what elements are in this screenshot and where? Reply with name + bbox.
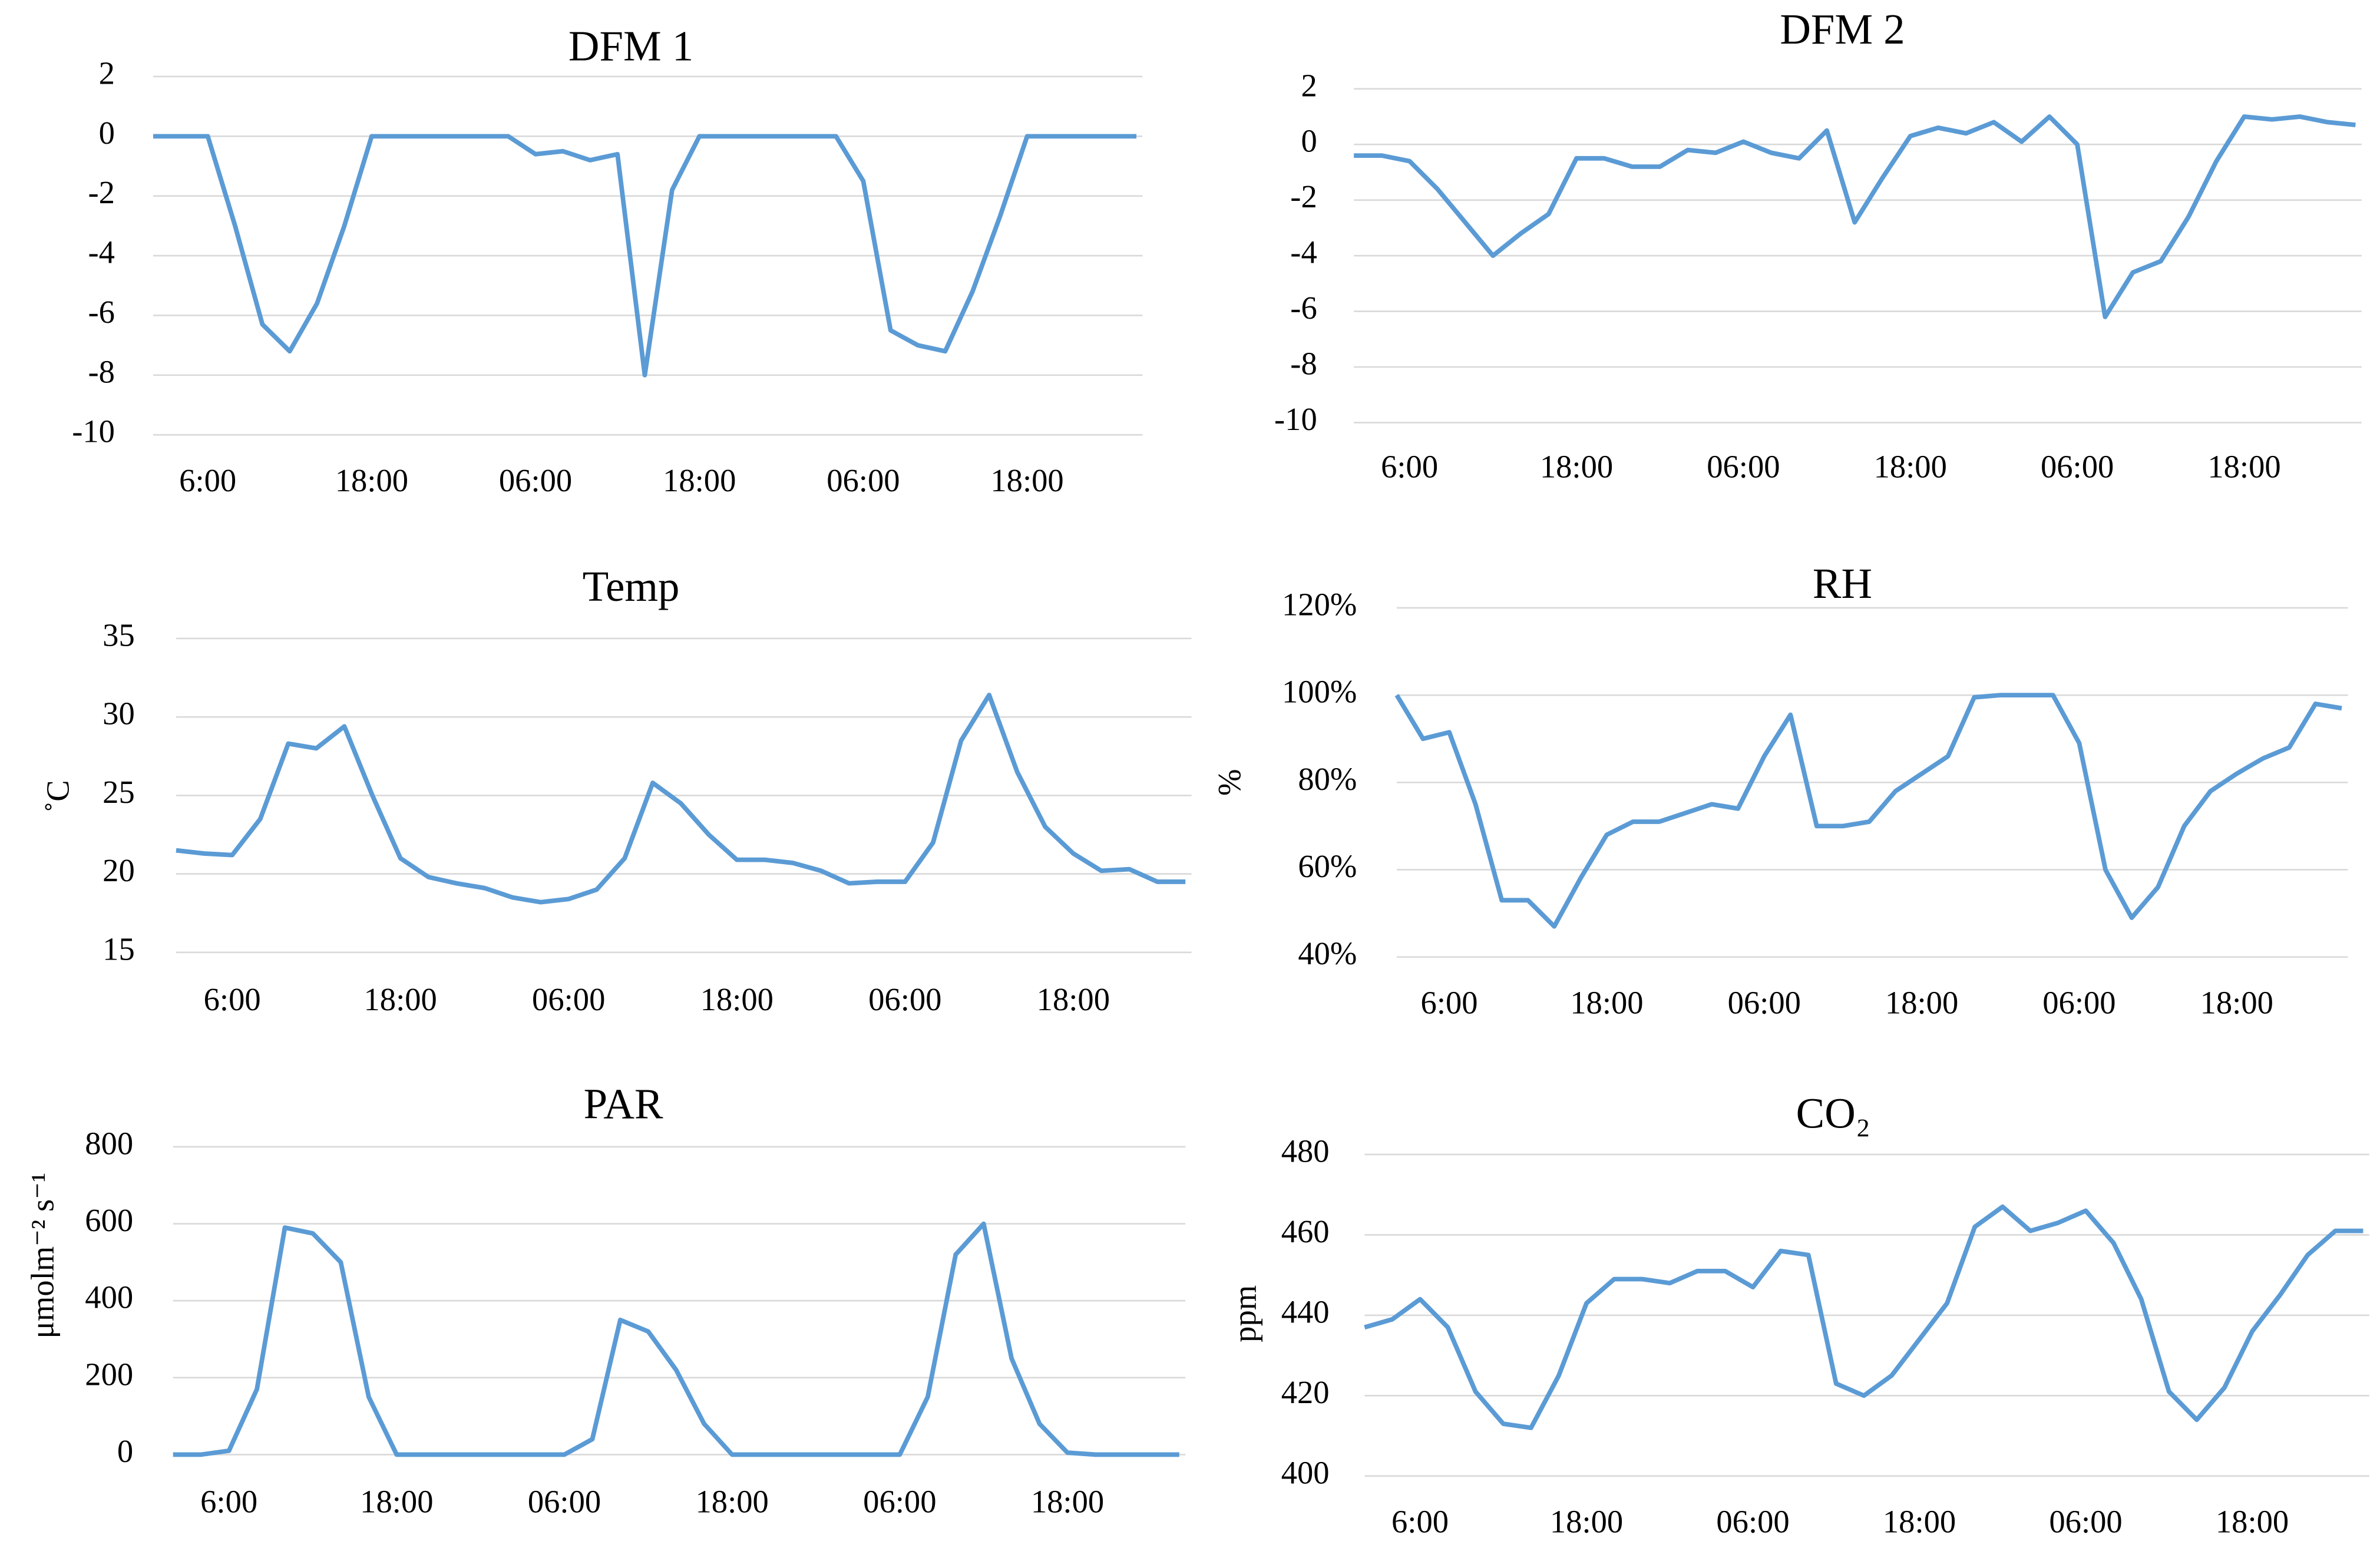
y-tick-label: 400 [85, 1279, 133, 1315]
x-tick-label: 06:00 [868, 981, 941, 1017]
chart-title: Temp [583, 563, 680, 610]
data-line [153, 134, 1137, 378]
x-tick-label: 06:00 [2041, 449, 2114, 485]
x-tick-label: 06:00 [2042, 984, 2115, 1020]
x-tick-label: 18:00 [364, 981, 437, 1017]
y-tick-label: -4 [88, 234, 115, 270]
x-tick-label: 6:00 [200, 1484, 257, 1520]
x-tick-label: 18:00 [1874, 449, 1947, 485]
x-tick-label: 18:00 [2207, 449, 2280, 485]
y-tick-label: -8 [88, 353, 115, 389]
y-tick-label: 0 [1301, 123, 1317, 159]
y-tick-label: 120% [1282, 586, 1357, 622]
x-tick-label: 18:00 [990, 462, 1063, 498]
x-tick-label: 18:00 [1883, 1504, 1956, 1540]
y-tick-label: -2 [88, 174, 115, 210]
data-line [1354, 114, 2356, 319]
x-tick-label: 06:00 [863, 1484, 936, 1520]
x-tick-label: 18:00 [1037, 981, 1110, 1017]
y-tick-label: 460 [1281, 1213, 1330, 1249]
chart-title: RH [1813, 560, 1872, 607]
y-tick-label: 0 [99, 115, 115, 151]
y-tick-label: -10 [72, 414, 115, 449]
x-tick-label: 18:00 [663, 462, 736, 498]
x-tick-label: 18:00 [1885, 984, 1958, 1020]
y-tick-label: -10 [1274, 401, 1317, 437]
x-tick-label: 18:00 [335, 462, 408, 498]
x-tick-label: 6:00 [179, 462, 236, 498]
x-tick-label: 6:00 [1391, 1504, 1449, 1540]
x-tick-label: 18:00 [360, 1484, 433, 1520]
y-tick-label: 480 [1281, 1133, 1330, 1169]
y-tick-label: 80% [1298, 761, 1357, 797]
y-tick-label: 40% [1298, 935, 1357, 971]
y-tick-label: -4 [1290, 234, 1317, 270]
x-tick-label: 18:00 [1570, 984, 1643, 1020]
y-tick-label: 30 [103, 696, 135, 732]
y-tick-label: -6 [88, 294, 115, 330]
y-tick-label: -2 [1290, 178, 1317, 214]
y-tick-label: 2 [99, 55, 115, 91]
x-tick-label: 18:00 [1540, 449, 1613, 485]
x-tick-label: 18:00 [700, 981, 774, 1017]
y-tick-label: 200 [85, 1356, 133, 1392]
y-tick-label: 20 [103, 852, 135, 888]
x-tick-label: 18:00 [696, 1484, 769, 1520]
x-tick-label: 6:00 [204, 981, 261, 1017]
y-tick-label: -8 [1290, 346, 1317, 382]
x-tick-label: 18:00 [1550, 1504, 1623, 1540]
x-tick-label: 06:00 [1716, 1504, 1789, 1540]
x-tick-label: 06:00 [528, 1484, 601, 1520]
x-tick-label: 18:00 [2216, 1504, 2289, 1540]
y-tick-label: 35 [103, 617, 135, 653]
y-tick-label: -6 [1290, 290, 1317, 326]
y-tick-label: 440 [1281, 1294, 1330, 1329]
chart-title: DFM 1 [568, 22, 693, 70]
x-tick-label: 06:00 [532, 981, 605, 1017]
x-tick-label: 18:00 [1031, 1484, 1104, 1520]
y-tick-label: 0 [117, 1433, 133, 1469]
data-line [176, 692, 1186, 905]
x-tick-label: 06:00 [2049, 1504, 2122, 1540]
y-tick-label: 420 [1281, 1374, 1330, 1410]
y-axis-label: μmolm⁻² s⁻¹ [25, 1173, 61, 1339]
x-tick-label: 6:00 [1381, 449, 1438, 485]
y-tick-label: 2 [1301, 67, 1317, 103]
x-tick-label: 06:00 [827, 462, 900, 498]
y-axis-label: ppm [1227, 1285, 1262, 1342]
x-tick-label: 06:00 [499, 462, 572, 498]
y-tick-label: 25 [103, 774, 135, 810]
data-line [173, 1221, 1179, 1457]
chart-title: CO₂ [1796, 1089, 1870, 1137]
y-tick-label: 600 [85, 1202, 133, 1238]
x-tick-label: 06:00 [1707, 449, 1780, 485]
data-line [1394, 693, 2342, 929]
y-axis-label: ˚C [40, 780, 76, 812]
y-tick-label: 400 [1281, 1454, 1330, 1490]
y-axis-label: % [1211, 769, 1247, 796]
y-tick-label: 60% [1298, 848, 1357, 884]
y-tick-label: 100% [1282, 674, 1357, 710]
chart-title: DFM 2 [1780, 5, 1905, 53]
x-tick-label: 6:00 [1421, 984, 1478, 1020]
y-tick-label: 15 [103, 931, 135, 967]
x-tick-label: 18:00 [2200, 984, 2273, 1020]
y-tick-label: 800 [85, 1125, 133, 1161]
chart-title: PAR [584, 1080, 663, 1128]
x-tick-label: 06:00 [1728, 984, 1801, 1020]
data-line [1364, 1204, 2364, 1430]
